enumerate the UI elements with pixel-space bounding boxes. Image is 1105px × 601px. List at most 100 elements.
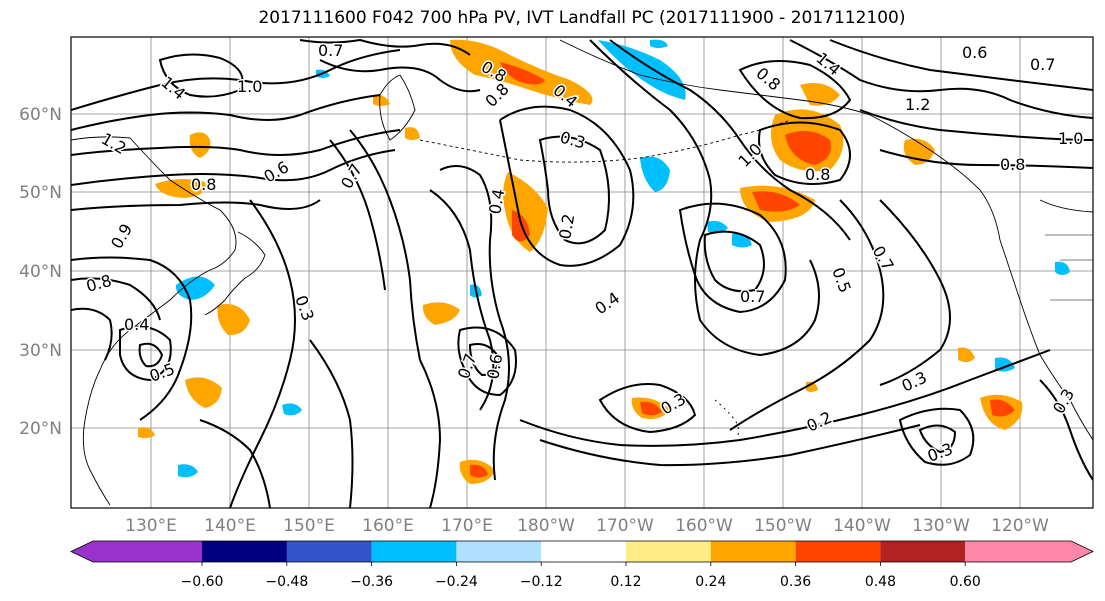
colorbar-segment (795, 541, 881, 562)
contour-line (439, 165, 510, 481)
longitude-labels: 130°E 140°E 150°E 160°E 170°E 180°W 170°W 160°W… (125, 516, 1049, 536)
contour-line (71, 307, 113, 361)
colorbar-segment (710, 541, 796, 562)
contour-line (158, 53, 244, 98)
contour-line (729, 199, 885, 431)
shading-positive (422, 302, 460, 325)
contour-line (71, 49, 401, 111)
contour-line (499, 105, 635, 267)
contour-line (299, 38, 471, 56)
contour-line (918, 424, 957, 454)
contour-line (589, 39, 820, 357)
shading-positive (217, 304, 250, 336)
contour-line (539, 424, 921, 467)
contour-line (829, 39, 1093, 91)
colorbar-tick-label: 0.12 (610, 574, 641, 590)
shading-positive-core (470, 464, 488, 478)
contour-line (71, 277, 161, 321)
lon-label: 180°W (517, 516, 575, 536)
contour-line (703, 230, 765, 293)
coastline-alaska (559, 39, 1001, 241)
contour-line (309, 339, 354, 508)
shading-positive-core (500, 62, 545, 85)
contour-line (71, 94, 381, 131)
colorbar-segment (541, 541, 626, 562)
colorbar-tick-label: −0.24 (435, 574, 478, 590)
contour-line (468, 343, 502, 377)
lon-label: 130°E (125, 516, 177, 536)
lon-label: 160°E (362, 516, 414, 536)
contour-label: 0.4 (124, 315, 149, 334)
shading-positive-core (640, 401, 662, 416)
lat-label: 30°N (19, 341, 62, 361)
coastline-japan (204, 231, 266, 316)
colorbar-tick-label: 0.48 (865, 574, 896, 590)
map-frame (70, 36, 1094, 509)
shading-positive (405, 127, 420, 140)
contour-line (898, 407, 975, 466)
shading-negative (1055, 261, 1070, 275)
colorbar-extend-high (1071, 541, 1093, 562)
island-chain (714, 399, 740, 436)
contour-label: 1.2 (905, 95, 930, 114)
contour-line (598, 383, 697, 434)
border-states (1045, 234, 1093, 301)
shading-positive (189, 132, 211, 158)
map-background (71, 37, 1093, 508)
shading-negative (707, 220, 728, 234)
contour-line (71, 256, 193, 421)
colorbar-extend-low (71, 541, 93, 562)
contour-line (758, 121, 851, 185)
contour-label: 0.8 (191, 175, 216, 194)
contour-label: 0.2 (555, 212, 578, 240)
contour-line (119, 325, 172, 382)
shading-positive (800, 82, 840, 106)
contour-label: 1.0 (1058, 129, 1083, 148)
contour-label: 0.8 (1000, 155, 1025, 174)
colorbar-segment (371, 541, 457, 562)
coastline-kamchatka (379, 74, 416, 141)
contour-line (789, 39, 1093, 119)
pv-contours (71, 38, 1093, 508)
coastline-aleutians (419, 119, 791, 163)
shading-positive (138, 427, 155, 439)
contour-line (738, 60, 852, 120)
lon-label: 170°W (596, 516, 654, 536)
shading-negative (282, 403, 302, 416)
colorbar-tick-label: 0.60 (950, 574, 981, 590)
contour-line (678, 202, 787, 314)
coastline-asia (71, 136, 237, 506)
coastline-north-america (999, 239, 1093, 441)
lon-label: 120°W (991, 516, 1049, 536)
colorbar-tick-label: −0.12 (520, 574, 563, 590)
shading-negative (175, 276, 215, 300)
contour-label: 0.6 (962, 43, 987, 62)
lon-label: 150°W (754, 516, 812, 536)
contour-line (859, 109, 1093, 141)
map-title: 2017111600 F042 700 hPa PV, IVT Landfall… (258, 8, 906, 28)
contour-line (349, 129, 421, 361)
contour-label: 0.8 (805, 165, 830, 184)
shading-positive (185, 377, 222, 408)
contour-line (519, 349, 1051, 447)
contour-line (879, 199, 951, 386)
shading-negative (598, 40, 686, 100)
contour-label: 1.0 (237, 77, 262, 96)
lat-label: 60°N (19, 105, 62, 125)
lat-label: 50°N (19, 183, 62, 203)
colorbar-segment (286, 541, 372, 562)
contour-label: 0.7 (740, 287, 765, 306)
lon-label: 130°W (912, 516, 970, 536)
shading-negative (650, 39, 668, 48)
colorbar: −0.60 −0.48 −0.36 −0.24 −0.12 0.12 0.24 0.36 0.4… (70, 540, 1094, 590)
border-canada-us (1039, 199, 1093, 213)
colorbar-segment (880, 541, 966, 562)
colorbar-tick-label: −0.48 (265, 574, 308, 590)
contour-line (538, 135, 610, 245)
contour-line (199, 419, 271, 508)
shading-positive-core (752, 191, 800, 212)
shading-positive (155, 178, 206, 198)
lat-label: 40°N (19, 262, 62, 282)
contour-line (329, 139, 386, 291)
